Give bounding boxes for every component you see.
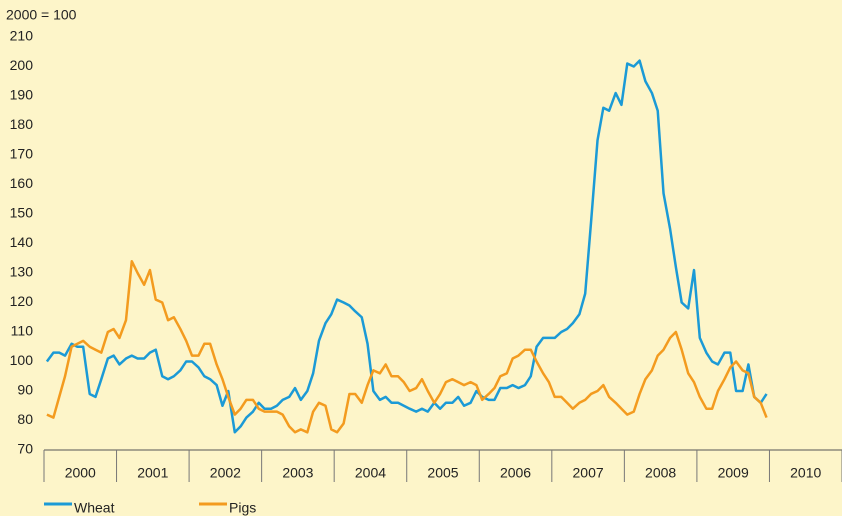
y-tick-label: 170 bbox=[10, 146, 34, 162]
x-tick-label: 2003 bbox=[282, 465, 313, 481]
legend-label: Wheat bbox=[74, 500, 115, 516]
y-tick-label: 180 bbox=[10, 116, 34, 132]
y-tick-label: 70 bbox=[17, 441, 33, 457]
y-tick-label: 100 bbox=[10, 352, 34, 368]
x-tick-label: 2009 bbox=[718, 465, 749, 481]
x-tick-label: 2002 bbox=[210, 465, 241, 481]
x-tick-label: 2005 bbox=[427, 465, 458, 481]
y-tick-label: 150 bbox=[10, 205, 34, 221]
y-tick-label: 120 bbox=[10, 293, 34, 309]
unit-label: 2000 = 100 bbox=[6, 7, 77, 23]
y-tick-label: 200 bbox=[10, 57, 34, 73]
x-tick-label: 2007 bbox=[573, 465, 604, 481]
x-tick-label: 2004 bbox=[355, 465, 386, 481]
y-tick-label: 210 bbox=[10, 28, 34, 44]
y-tick-label: 190 bbox=[10, 87, 34, 103]
x-tick-label: 2010 bbox=[790, 465, 821, 481]
series-line bbox=[46, 259, 768, 434]
y-tick-label: 80 bbox=[17, 411, 33, 427]
x-tick-label: 2006 bbox=[500, 465, 531, 481]
x-tick-label: 2001 bbox=[137, 465, 168, 481]
y-tick-label: 110 bbox=[11, 323, 34, 339]
series-line bbox=[45, 59, 768, 434]
y-tick-label: 140 bbox=[10, 234, 34, 250]
x-tick-label: 2008 bbox=[645, 465, 676, 481]
x-tick-label: 2000 bbox=[65, 465, 96, 481]
y-tick-label: 160 bbox=[10, 175, 34, 191]
legend-label: Pigs bbox=[229, 500, 256, 516]
y-tick-label: 130 bbox=[10, 264, 34, 280]
y-tick-label: 90 bbox=[17, 382, 33, 398]
